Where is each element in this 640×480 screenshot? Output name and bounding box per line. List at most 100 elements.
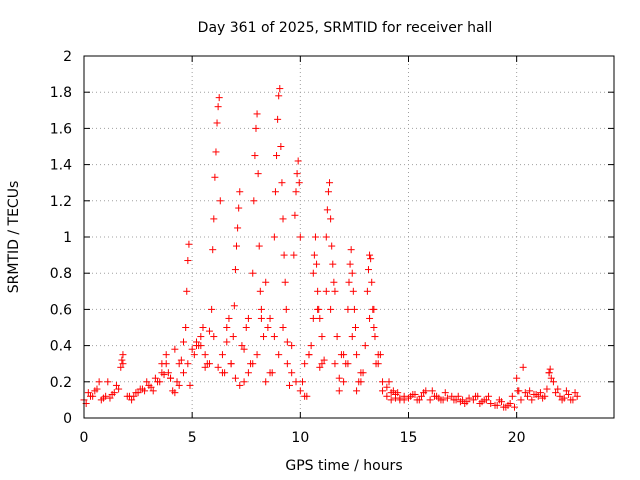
data-point [184,360,192,368]
data-point [185,240,193,248]
data-point [333,333,341,341]
y-tick-label: 0.6 [50,302,72,318]
data-point [282,305,290,313]
data-point [307,342,315,350]
data-point [510,403,518,411]
data-point [210,333,218,341]
data-point [197,333,205,341]
data-point [417,392,425,400]
chart-title: Day 361 of 2025, SRMTID for receiver hal… [198,20,493,36]
data-point [221,369,229,377]
data-point [270,233,278,241]
data-point [277,143,285,150]
data-point [301,360,309,368]
data-point [387,396,395,404]
data-point [231,374,239,382]
data-point [130,392,138,400]
data-point [240,378,248,386]
data-point [407,392,415,400]
data-point [281,278,289,286]
data-point [415,396,423,404]
data-point [175,381,183,389]
data-point [335,374,343,382]
data-point [290,251,298,259]
data-point [214,103,222,111]
data-point [199,324,207,331]
data-point [255,242,263,250]
data-point [236,381,244,389]
data-point [454,392,462,400]
data-point [327,305,335,313]
data-point [271,188,279,196]
data-point [357,378,365,386]
data-point [156,378,164,386]
data-point [328,242,336,250]
x-tick-label: 20 [508,430,526,446]
data-point [215,94,223,102]
data-point [372,360,380,368]
data-point [173,378,181,386]
data-point [275,351,283,359]
data-point [506,400,514,408]
data-point [367,255,375,263]
data-point [318,360,326,368]
data-point [273,152,281,160]
data-point [320,356,328,364]
data-point [292,378,300,386]
data-point [201,363,209,371]
data-point [364,266,372,274]
data-point [310,251,318,259]
data-point [485,392,493,400]
data-point [543,385,551,393]
data-point [322,287,330,295]
data-point [162,351,170,359]
data-point [234,224,242,232]
data-point [231,266,239,274]
data-point [562,387,570,395]
data-point [379,378,387,386]
data-point [251,152,259,160]
data-point [212,148,220,156]
data-point [450,396,458,404]
data-point [368,278,376,286]
data-point [330,278,338,286]
data-point [508,392,516,400]
data-point [345,278,353,286]
data-point [236,188,244,196]
axis-ticks: 00.20.40.60.811.21.41.61.820 5 10 15 20 [50,49,614,446]
data-point [571,389,579,397]
data-point [115,385,123,393]
data-point [528,396,536,404]
data-point [502,403,510,411]
data-point [104,378,112,386]
data-point [426,396,434,404]
data-point [223,324,231,331]
data-point [223,338,231,346]
data-point [295,179,303,187]
data-point [247,360,255,368]
data-point [279,215,287,223]
data-point [545,369,553,377]
data-point [348,333,356,341]
data-point [208,305,216,313]
y-tick-label: 0.8 [50,266,72,282]
data-point [186,381,194,389]
data-point [175,360,183,368]
data-point [108,390,116,398]
data-point [119,351,127,359]
data-point [303,392,311,400]
data-point [437,396,445,404]
data-point [233,242,241,250]
data-point [190,351,198,359]
data-point [117,363,125,371]
data-point [253,351,261,359]
data-point [369,305,377,313]
data-point [171,345,179,353]
data-point [326,179,334,187]
data-point [324,188,332,196]
data-point [400,396,408,404]
data-point [309,269,317,277]
x-tick-label: 5 [188,430,197,446]
data-point [278,179,286,187]
data-point [351,324,359,331]
